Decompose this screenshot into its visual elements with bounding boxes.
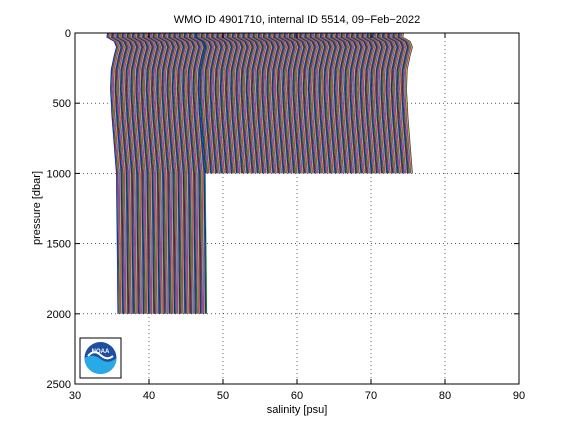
x-tick-label: 70 [365, 390, 377, 402]
profile-line [402, 32, 413, 174]
y-axis-label: pressure [dbar] [31, 171, 43, 245]
y-tick-label: 500 [53, 98, 71, 110]
x-tick-label: 50 [217, 390, 229, 402]
y-tick-label: 2000 [47, 309, 71, 321]
profile-lines [106, 32, 413, 314]
y-tick-label: 0 [65, 28, 71, 40]
chart-title: WMO ID 4901710, internal ID 5514, 09−Feb… [174, 14, 420, 26]
y-tick-label: 1500 [47, 239, 71, 251]
axis-ticks [74, 32, 520, 385]
y-tick-label: 1000 [47, 168, 71, 180]
x-tick-label: 60 [291, 390, 303, 402]
x-tick-label: 30 [69, 390, 81, 402]
y-tick-label: 2500 [47, 379, 71, 391]
logo-text: NOAA [92, 349, 110, 355]
x-tick-label: 80 [439, 390, 451, 402]
x-axis-label: salinity [psu] [267, 404, 328, 416]
x-tick-label: 90 [513, 390, 525, 402]
gridlines [75, 33, 519, 384]
noaa-logo: NOAA [79, 337, 122, 379]
tick-labels: 30 40 50 60 70 80 90 0 500 1000 1500 2000 2500 [47, 28, 526, 402]
x-tick-label: 40 [143, 390, 155, 402]
